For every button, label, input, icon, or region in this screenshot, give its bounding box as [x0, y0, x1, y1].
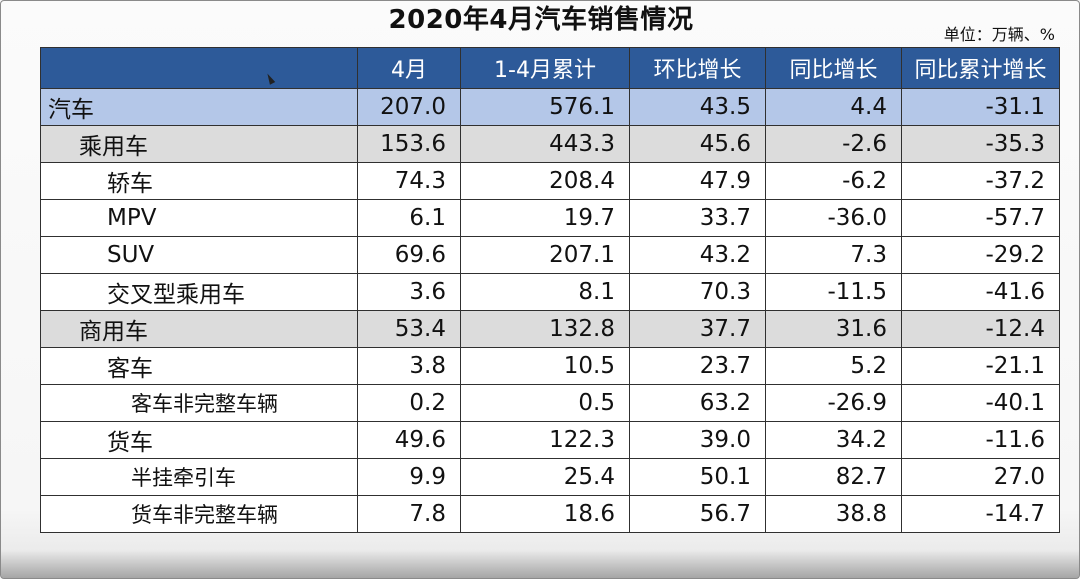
- value-cell: 82.7: [765, 458, 902, 496]
- table-header-row: 4月 1-4月累计 环比增长 同比增长 同比累计增长: [40, 47, 1060, 89]
- value-cell: 207.0: [357, 88, 461, 126]
- value-cell: 443.3: [460, 125, 630, 163]
- value-cell: 132.8: [460, 310, 630, 348]
- row-label: 交叉型乘用车: [40, 273, 358, 311]
- value-cell: 43.2: [629, 236, 766, 274]
- value-cell: 122.3: [460, 421, 630, 459]
- value-cell: -6.2: [765, 162, 902, 200]
- value-cell: 38.8: [765, 495, 902, 533]
- value-cell: 18.6: [460, 495, 630, 533]
- value-cell: 31.6: [765, 310, 902, 348]
- value-cell: 50.1: [629, 458, 766, 496]
- row-label: 半挂牵引车: [40, 458, 358, 496]
- row-label: 客车非完整车辆: [40, 384, 358, 422]
- value-cell: -11.5: [765, 273, 902, 311]
- value-cell: -57.7: [901, 199, 1060, 237]
- row-label: 商用车: [40, 310, 358, 348]
- value-cell: 23.7: [629, 347, 766, 385]
- unit-label: 单位：万辆、%: [943, 25, 1055, 44]
- value-cell: 47.9: [629, 162, 766, 200]
- table-row: 货车 49.6 122.3 39.0 34.2 -11.6: [40, 421, 1060, 459]
- header-cell-category: [40, 47, 358, 89]
- value-cell: 45.6: [629, 125, 766, 163]
- value-cell: -31.1: [901, 88, 1060, 126]
- page-title: 2020年4月汽车销售情况: [388, 5, 694, 35]
- value-cell: 207.1: [460, 236, 630, 274]
- row-label: 轿车: [40, 162, 358, 200]
- value-cell: -11.6: [901, 421, 1060, 459]
- bottom-shadow: [1, 550, 1079, 578]
- value-cell: 39.0: [629, 421, 766, 459]
- value-cell: 74.3: [357, 162, 461, 200]
- table-row: MPV 6.1 19.7 33.7 -36.0 -57.7: [40, 199, 1060, 237]
- value-cell: -37.2: [901, 162, 1060, 200]
- table-body: 汽车 207.0 576.1 43.5 4.4 -31.1 乘用车 153.6 443.3 45.…: [40, 88, 1060, 533]
- table-row: 交叉型乘用车 3.6 8.1 70.3 -11.5 -41.6: [40, 273, 1060, 311]
- value-cell: 33.7: [629, 199, 766, 237]
- value-cell: 4.4: [765, 88, 902, 126]
- row-label: SUV: [40, 236, 358, 274]
- value-cell: 10.5: [460, 347, 630, 385]
- value-cell: 0.2: [357, 384, 461, 422]
- value-cell: -35.3: [901, 125, 1060, 163]
- table-row: 乘用车 153.6 443.3 45.6 -2.6 -35.3: [40, 125, 1060, 163]
- row-label: 货车: [40, 421, 358, 459]
- value-cell: -40.1: [901, 384, 1060, 422]
- table-row: 轿车 74.3 208.4 47.9 -6.2 -37.2: [40, 162, 1060, 200]
- value-cell: -41.6: [901, 273, 1060, 311]
- value-cell: -36.0: [765, 199, 902, 237]
- table-row: 客车非完整车辆 0.2 0.5 63.2 -26.9 -40.1: [40, 384, 1060, 422]
- header-cell-yoy: 同比增长: [765, 47, 902, 89]
- header-cell-yoy-cumulative: 同比累计增长: [901, 47, 1060, 89]
- value-cell: 19.7: [460, 199, 630, 237]
- value-cell: 63.2: [629, 384, 766, 422]
- value-cell: 56.7: [629, 495, 766, 533]
- value-cell: -12.4: [901, 310, 1060, 348]
- value-cell: 53.4: [357, 310, 461, 348]
- value-cell: 70.3: [629, 273, 766, 311]
- value-cell: 49.6: [357, 421, 461, 459]
- value-cell: 27.0: [901, 458, 1060, 496]
- value-cell: 69.6: [357, 236, 461, 274]
- value-cell: -14.7: [901, 495, 1060, 533]
- row-label: 货车非完整车辆: [40, 495, 358, 533]
- value-cell: 3.6: [357, 273, 461, 311]
- sales-table: 4月 1-4月累计 环比增长 同比增长 同比累计增长 汽车 207.0 576.1 4…: [40, 47, 1060, 533]
- table-row: 商用车 53.4 132.8 37.7 31.6 -12.4: [40, 310, 1060, 348]
- value-cell: 3.8: [357, 347, 461, 385]
- value-cell: 0.5: [460, 384, 630, 422]
- row-label: 客车: [40, 347, 358, 385]
- table-row: 汽车 207.0 576.1 43.5 4.4 -31.1: [40, 88, 1060, 126]
- value-cell: -29.2: [901, 236, 1060, 274]
- table-row: 货车非完整车辆 7.8 18.6 56.7 38.8 -14.7: [40, 495, 1060, 533]
- value-cell: 7.3: [765, 236, 902, 274]
- value-cell: 208.4: [460, 162, 630, 200]
- value-cell: 5.2: [765, 347, 902, 385]
- value-cell: 25.4: [460, 458, 630, 496]
- value-cell: 7.8: [357, 495, 461, 533]
- header-cell-april: 4月: [357, 47, 461, 89]
- value-cell: 43.5: [629, 88, 766, 126]
- value-cell: 6.1: [357, 199, 461, 237]
- value-cell: -2.6: [765, 125, 902, 163]
- table-row: 客车 3.8 10.5 23.7 5.2 -21.1: [40, 347, 1060, 385]
- value-cell: 153.6: [357, 125, 461, 163]
- value-cell: 576.1: [460, 88, 630, 126]
- table-row: 半挂牵引车 9.9 25.4 50.1 82.7 27.0: [40, 458, 1060, 496]
- value-cell: 34.2: [765, 421, 902, 459]
- value-cell: -26.9: [765, 384, 902, 422]
- value-cell: 8.1: [460, 273, 630, 311]
- row-label: 乘用车: [40, 125, 358, 163]
- value-cell: 37.7: [629, 310, 766, 348]
- header-cell-mom: 环比增长: [629, 47, 766, 89]
- value-cell: 9.9: [357, 458, 461, 496]
- table-row: SUV 69.6 207.1 43.2 7.3 -29.2: [40, 236, 1060, 274]
- row-label: 汽车: [40, 88, 358, 126]
- row-label: MPV: [40, 199, 358, 237]
- header-cell-ytd: 1-4月累计: [460, 47, 630, 89]
- value-cell: -21.1: [901, 347, 1060, 385]
